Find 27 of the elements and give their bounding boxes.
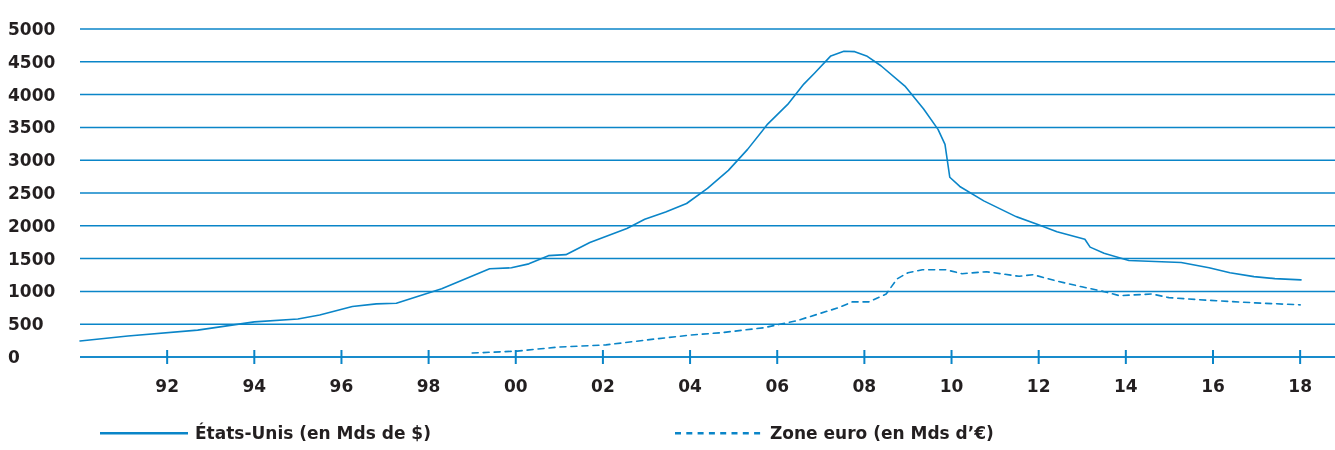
y-tick-label: 4000 [8,84,56,105]
x-tick-label: 94 [242,376,267,396]
x-tick-label: 08 [852,376,877,396]
x-tick-label: 16 [1201,376,1225,396]
y-tick-label: 2500 [8,183,56,203]
x-tick-label: 98 [416,376,441,396]
legend-label: Zone euro (en Mds d’€) [770,423,994,443]
x-tick-label: 18 [1288,376,1312,396]
x-tick-label: 14 [1114,376,1138,396]
y-tick-label: 500 [8,314,44,335]
y-tick-label: 0 [8,347,20,367]
x-tick-label: 06 [765,376,790,396]
legend-label: États-Unis (en Mds de $) [195,422,431,443]
y-tick-label: 3000 [8,150,56,171]
y-tick-label: 1500 [8,248,56,269]
y-tick-label: 2000 [8,215,56,236]
x-tick-label: 10 [939,376,964,396]
x-tick-label: 96 [329,376,354,396]
x-tick-label: 02 [591,376,615,396]
y-tick-label: 5000 [8,19,56,39]
y-tick-label: 1000 [8,281,56,302]
x-tick-label: 92 [155,376,179,396]
x-tick-label: 04 [678,376,703,396]
x-tick-label: 00 [503,376,528,396]
y-tick-label: 4500 [8,51,56,72]
y-tick-label: 3500 [8,117,56,138]
x-tick-label: 12 [1026,376,1051,396]
